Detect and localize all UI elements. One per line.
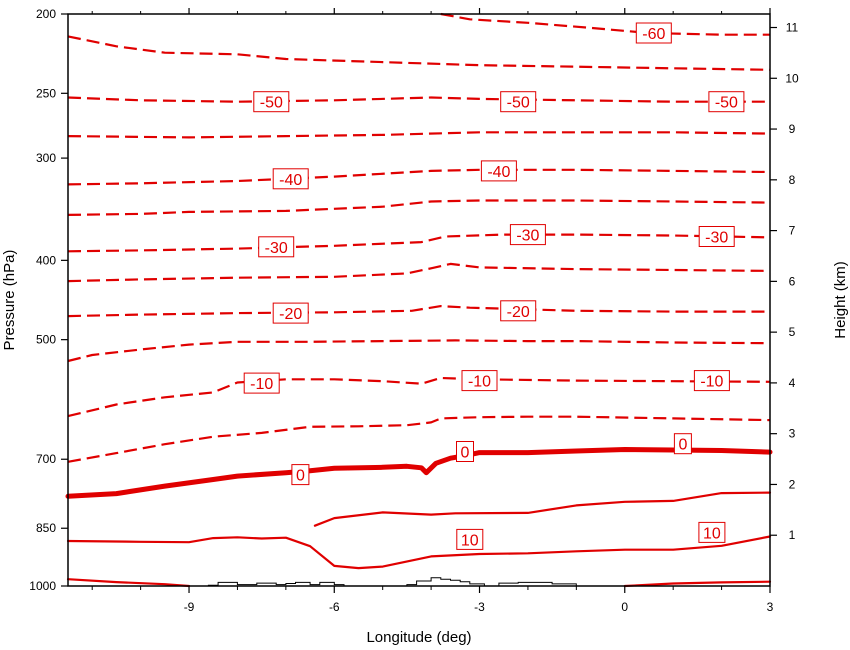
h-tick-label-5: 6 [789,274,796,288]
pressure-axis: 200 250 300 400 500 700 850 1000 [29,7,68,593]
contour-label-box-18 [698,521,726,543]
isotherm-8 [67,305,770,318]
p-tick-label-7: 1000 [29,579,56,593]
p-tick-label-2: 300 [36,151,56,165]
contour-label-box-1 [253,91,290,113]
h-tick-label-2: 3 [789,427,796,441]
isotherm-7 [67,262,771,283]
contour-label-box-15 [456,441,474,462]
p-tick-label-4: 500 [36,333,56,347]
terrain-layer [189,577,577,587]
contour-label-box-7 [509,224,546,246]
isotherm-14 [66,535,772,570]
contour-label-box-3 [708,91,745,113]
contour-label-box-10 [500,300,537,322]
contour-label-layer: -60 -50 -50 -50 -40 -40 -30 -30 -30 -20 -20 -10 -10 -… [243,22,745,550]
isotherm-10 [67,376,771,418]
isotherm-3 [67,131,771,139]
contour-label-box-9 [272,302,309,324]
h-tick-label-1: 2 [789,477,796,491]
h-tick-label-0: 1 [789,528,796,542]
contour-label-3: -50 [715,95,738,112]
contour-label-12: -10 [468,374,491,391]
h-tick-label-4: 5 [789,325,796,339]
isotherm-11 [67,415,771,463]
h-tick-label-7: 8 [789,173,796,187]
h-tick-label-9: 10 [785,71,799,85]
p-tick-label-1: 250 [36,86,56,100]
contour-label-box-4 [272,168,309,190]
contour-label-6: -30 [265,240,288,257]
x-tick-label-2: -3 [474,600,485,614]
isotherm-9 [67,339,771,363]
contour-label-box-14 [291,464,310,486]
p-tick-label-0: 200 [36,7,56,21]
p-tick-label-3: 400 [36,253,56,267]
height-axis: 1 2 3 4 5 6 7 8 9 10 11 [770,21,799,542]
contour-label-7: -30 [516,228,539,245]
x-tick-label-0: -9 [184,600,195,614]
contour-label-2: -50 [507,95,530,112]
x-tick-label-3: 0 [621,600,628,614]
isotherm-15 [66,578,191,588]
isotherm-2 [67,96,770,103]
contour-label-0: -60 [642,26,665,43]
contour-label-box-13 [693,370,730,392]
plot-frame [67,13,771,587]
x-axis-title: Longitude (deg) [366,629,471,646]
p-tick-label-5: 700 [36,452,56,466]
contour-label-box-17 [456,528,484,550]
contour-label-17: 10 [461,532,479,549]
h-tick-label-8: 9 [789,122,796,136]
isotherm-13 [313,491,772,527]
contour-label-box-11 [243,372,280,394]
contour-label-14: 0 [296,468,305,485]
isotherm-16 [623,580,772,588]
isotherm-5 [67,199,771,216]
contour-label-box-12 [461,370,498,392]
contour-label-8: -30 [705,230,728,247]
h-tick-label-6: 7 [789,224,796,238]
isotherm-layer [65,12,773,588]
x-tick-label-4: 3 [767,600,774,614]
h-tick-label-3: 4 [789,376,796,390]
x-tick-label-1: -6 [329,600,340,614]
contour-label-box-5 [480,160,517,182]
contour-label-4: -40 [279,172,302,189]
contour-label-box-6 [258,236,295,258]
contour-label-15: 0 [461,445,470,462]
contour-label-11: -10 [250,376,273,393]
contour-label-16: 0 [678,437,687,454]
right-axis-title: Height (km) [832,261,849,339]
p-tick-label-6: 850 [36,521,56,535]
h-tick-label-10: 11 [786,21,799,35]
terrain-outline [189,577,577,587]
contour-label-box-16 [673,433,692,455]
isotherm-12 [65,447,773,499]
isotherm-0 [440,12,770,36]
isotherm-6 [67,233,771,253]
contour-label-9: -20 [279,306,302,323]
contour-label-box-0 [635,22,672,44]
contour-label-1: -50 [260,95,283,112]
isotherm-4 [67,168,771,186]
contour-label-10: -20 [507,304,530,321]
x-axis: -9 -6 -3 0 3 [91,8,774,614]
isotherm-1 [67,35,771,71]
contour-label-13: -10 [700,374,723,391]
contour-label-5: -40 [487,164,510,181]
contour-label-box-2 [500,91,537,113]
left-axis-title: Pressure (hPa) [1,250,18,351]
contour-label-box-8 [698,226,735,247]
contour-label-18: 10 [703,525,721,542]
